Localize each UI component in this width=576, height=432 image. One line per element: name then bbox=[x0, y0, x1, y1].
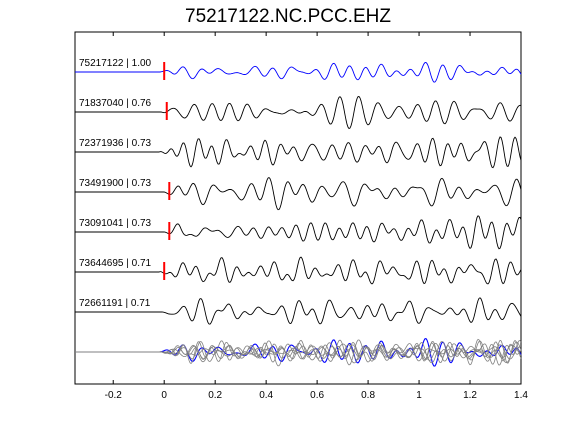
trace-label-0: 75217122 | 1.00 bbox=[79, 58, 152, 69]
trace-line-5 bbox=[75, 256, 522, 285]
x-tick-label-8: 1.4 bbox=[514, 390, 528, 401]
overlay-layer bbox=[75, 337, 522, 367]
trace-3: 73491900 | 0.73 bbox=[75, 177, 522, 211]
trace-line-2 bbox=[75, 136, 522, 169]
x-tick-label-0: -0.2 bbox=[105, 390, 123, 401]
plot-frame bbox=[74, 31, 522, 385]
trace-label-4: 73091041 | 0.73 bbox=[79, 218, 152, 229]
trace-label-3: 73491900 | 0.73 bbox=[79, 178, 152, 189]
trace-line-3 bbox=[75, 177, 522, 211]
x-axis: -0.2 0 0.2 0.4 0.6 0.8 1 1.2 1.4 bbox=[105, 32, 528, 401]
trace-2: 72371936 | 0.73 bbox=[75, 136, 522, 169]
chart-title: 75217122.NC.PCC.EHZ bbox=[185, 6, 391, 27]
trace-line-1 bbox=[75, 96, 522, 130]
trace-line-6 bbox=[75, 297, 522, 325]
traces-layer: 75217122 | 1.00 71837040 | 0.76 72371936 |… bbox=[75, 58, 522, 325]
trace-1: 71837040 | 0.76 bbox=[75, 96, 522, 130]
trace-label-5: 73644695 | 0.71 bbox=[79, 258, 152, 269]
trace-line-4 bbox=[75, 215, 522, 250]
overlay-trace-6 bbox=[75, 340, 522, 362]
x-tick-label-2: 0.2 bbox=[208, 390, 222, 401]
trace-label-6: 72661191 | 0.71 bbox=[79, 298, 151, 309]
x-tick-label-6: 1 bbox=[416, 390, 422, 401]
x-tick-label-7: 1.2 bbox=[463, 390, 477, 401]
x-tick-label-5: 0.8 bbox=[361, 390, 375, 401]
trace-6: 72661191 | 0.71 bbox=[75, 297, 522, 325]
trace-0: 75217122 | 1.00 bbox=[75, 58, 522, 83]
x-tick-label-3: 0.4 bbox=[259, 390, 273, 401]
x-tick-label-4: 0.6 bbox=[310, 390, 324, 401]
trace-label-1: 71837040 | 0.76 bbox=[79, 98, 152, 109]
trace-4: 73091041 | 0.73 bbox=[75, 215, 522, 250]
trace-label-2: 72371936 | 0.73 bbox=[79, 138, 152, 149]
trace-line-0 bbox=[75, 62, 522, 83]
x-tick-label-1: 0 bbox=[161, 390, 167, 401]
trace-5: 73644695 | 0.71 bbox=[75, 256, 522, 285]
